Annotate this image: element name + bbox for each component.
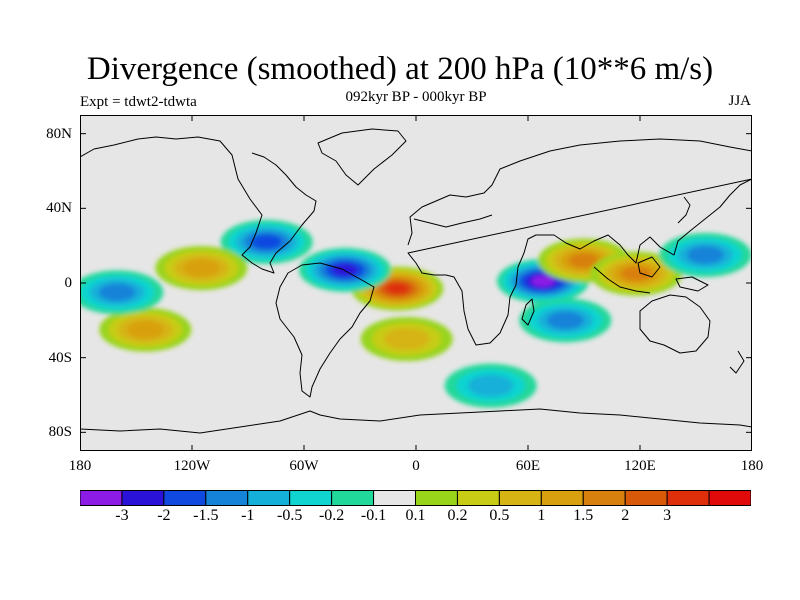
chart-title: Divergence (smoothed) at 200 hPa (10**6 … — [86, 51, 714, 87]
experiment-label: Expt = tdwt2-tdwta — [80, 94, 197, 110]
colorbar-label: 0.2 — [447, 507, 468, 524]
colorbar-label: 2 — [621, 507, 630, 524]
colorbar-label: 0.5 — [489, 507, 510, 524]
colorbar — [80, 490, 751, 506]
colorbar-swatch — [582, 490, 626, 506]
colorbar-swatch — [624, 490, 668, 506]
lon-tick-label: 120E — [624, 458, 656, 474]
coastline-borneo — [637, 256, 661, 278]
coastline-south-america — [275, 262, 375, 398]
contour-fill — [620, 266, 652, 281]
lat-tick-label: 0 — [64, 275, 73, 291]
colorbar-swatch — [708, 490, 751, 506]
field-south-atlantic-positive — [360, 317, 453, 361]
contour-fill — [126, 320, 164, 339]
field-west-pacific-negative — [659, 233, 752, 277]
lon-tick-label: 180 — [68, 458, 92, 474]
divergence-map — [80, 115, 752, 451]
colorbar-label: -0.1 — [360, 507, 387, 524]
lon-tick-label: 180 — [740, 458, 764, 474]
contour-fill — [182, 259, 220, 277]
lat-tick-label: 80N — [46, 125, 72, 142]
coastline-north-america — [80, 136, 317, 274]
coastline-sumatra-java — [593, 266, 651, 294]
colorbar-swatch — [205, 490, 249, 506]
colorbar-swatch — [80, 490, 123, 506]
contour-fill — [467, 374, 514, 397]
coastline-new-guinea — [675, 276, 709, 292]
lat-tick-label: 40N — [46, 200, 72, 217]
colorbar-swatch — [121, 490, 165, 506]
colorbar-label: -1 — [241, 507, 255, 524]
lon-tick-label: 120W — [173, 458, 211, 474]
coastline-australia — [639, 294, 711, 354]
colorbar-label: -0.5 — [277, 507, 303, 524]
contour-fill — [568, 253, 600, 268]
colorbar-label: 3 — [663, 507, 672, 524]
season-label: JJA — [728, 93, 751, 109]
colorbar-label: 1.5 — [573, 507, 594, 524]
colorbar-label: -3 — [115, 507, 129, 524]
colorbar-swatch — [666, 490, 710, 506]
colorbar-label: -0.2 — [318, 507, 345, 524]
field-south-pacific-positive-band — [99, 307, 192, 352]
coastline-japan — [677, 196, 691, 224]
contour-fill — [331, 263, 359, 277]
coastline-mediterranean — [413, 214, 493, 228]
colorbar-label: -2 — [157, 507, 171, 524]
field-equatorial-atlantic-negative — [299, 247, 392, 292]
lon-tick-label: 0 — [412, 458, 420, 474]
field-maritime-continent-positive — [590, 251, 683, 296]
coastlines — [80, 128, 752, 434]
field-east-pacific-positive — [155, 246, 248, 291]
chart-subtitle: 092kyr BP - 000kyr BP — [345, 89, 487, 105]
colorbar-label: 0.1 — [405, 507, 426, 524]
contour-fill — [546, 311, 584, 330]
field-southern-ocean-negative-band — [444, 363, 537, 408]
contour-fill — [251, 234, 282, 250]
contour-fill — [385, 283, 409, 295]
colorbar-swatch — [540, 490, 584, 506]
colorbar-swatch — [163, 490, 207, 506]
lat-tick-label: 80S — [48, 424, 72, 441]
field-equatorial-pacific-negative — [80, 270, 164, 315]
colorbar-label: 1 — [537, 507, 546, 524]
lon-tick-label: 60W — [289, 458, 319, 474]
coastline-greenland — [317, 128, 407, 186]
colorbar-swatch — [415, 490, 458, 506]
contour-fill — [98, 283, 136, 302]
colorbar-label: -1.5 — [193, 507, 219, 524]
field-arabian-sea-negative-min — [496, 259, 589, 304]
colorbar-swatch — [498, 490, 542, 506]
colorbar-swatch — [331, 490, 375, 506]
colorbar-swatch — [247, 490, 291, 506]
coastline-eurasia-africa — [407, 138, 752, 346]
coastline-madagascar — [521, 298, 535, 326]
coastline-antarctica — [80, 408, 752, 434]
contour-fill — [531, 275, 555, 287]
contour-fill — [686, 246, 724, 264]
colorbar-swatch — [373, 490, 416, 506]
colorbar-swatch — [456, 490, 500, 506]
lon-tick-label: 60E — [515, 458, 541, 474]
coastline-new-zealand — [729, 350, 745, 374]
contour-fill — [383, 328, 430, 350]
field-south-indian-ocean-negative — [519, 298, 612, 343]
lat-tick-label: 40S — [48, 349, 72, 366]
colorbar-swatch — [289, 490, 333, 506]
